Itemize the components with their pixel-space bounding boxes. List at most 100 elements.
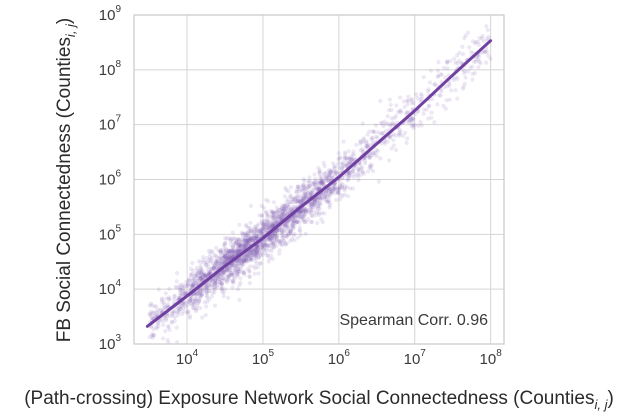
scatter-point	[237, 239, 242, 244]
scatter-point	[226, 265, 231, 270]
y-axis-label-main: FB Social Connectedness (Counties	[54, 37, 75, 342]
scatter-point	[177, 295, 182, 300]
scatter-point	[213, 278, 218, 283]
scatter-point	[318, 180, 323, 185]
x-tick-exponent: 5	[269, 348, 275, 359]
scatter-point	[279, 213, 284, 218]
scatter-point	[297, 220, 302, 225]
scatter-point	[321, 179, 326, 184]
scatter-point	[451, 77, 457, 82]
scatter-point	[235, 260, 240, 265]
scatter-point	[241, 242, 246, 247]
scatter-point	[324, 199, 329, 204]
scatter-point	[245, 240, 250, 245]
scatter-point	[474, 56, 479, 62]
scatter-point	[198, 272, 203, 277]
scatter-point	[211, 265, 217, 270]
scatter-point	[212, 266, 217, 271]
scatter-point	[426, 87, 431, 92]
scatter-point	[260, 213, 265, 218]
scatter-point	[230, 245, 236, 250]
scatter-point	[277, 251, 282, 256]
scatter-point	[476, 55, 481, 60]
scatter-point	[316, 200, 321, 205]
scatter-point	[284, 224, 289, 229]
scatter-point	[206, 269, 211, 274]
scatter-point	[300, 215, 305, 220]
scatter-point	[219, 287, 224, 292]
scatter-point	[214, 245, 219, 250]
scatter-point	[200, 285, 205, 290]
scatter-point	[147, 303, 152, 308]
scatter-point	[298, 232, 303, 238]
scatter-point	[174, 279, 179, 284]
scatter-point	[202, 260, 207, 265]
scatter-point	[354, 142, 359, 147]
scatter-point	[187, 299, 192, 304]
scatter-point	[352, 172, 357, 177]
scatter-point	[335, 190, 340, 195]
scatter-point	[444, 98, 449, 103]
scatter-point	[324, 175, 329, 180]
scatter-point	[347, 156, 352, 161]
scatter-point	[368, 166, 373, 171]
scatter-point	[226, 295, 231, 300]
scatter-point	[217, 256, 222, 261]
scatter-point	[335, 191, 340, 196]
scatter-point	[437, 93, 442, 98]
scatter-point	[303, 184, 309, 189]
scatter-point	[192, 277, 197, 282]
scatter-point	[300, 207, 305, 212]
scatter-point	[349, 157, 354, 162]
scatter-point	[429, 115, 434, 120]
scatter-point	[329, 189, 334, 194]
scatter-point	[308, 193, 313, 198]
scatter-point	[213, 286, 218, 292]
scatter-point	[237, 244, 242, 249]
scatter-point	[405, 110, 410, 115]
scatter-point	[244, 243, 249, 248]
scatter-point	[181, 306, 186, 311]
scatter-point	[259, 245, 265, 250]
x-tick-exponent: 8	[496, 348, 502, 359]
scatter-point	[213, 261, 218, 266]
scatter-point	[268, 225, 273, 230]
scatter-point	[300, 198, 305, 203]
scatter-point	[298, 210, 303, 215]
scatter-point	[347, 159, 352, 165]
scatter-point	[155, 326, 160, 331]
scatter-point	[265, 218, 270, 223]
scatter-point	[290, 218, 296, 223]
scatter-point	[243, 236, 249, 241]
scatter-point	[199, 293, 204, 298]
scatter-point	[226, 274, 231, 279]
scatter-point	[261, 246, 266, 251]
scatter-point	[358, 139, 363, 145]
scatter-point	[240, 258, 245, 263]
scatter-point	[199, 270, 205, 275]
scatter-point	[345, 171, 350, 176]
scatter-point	[302, 219, 307, 224]
scatter-point	[229, 250, 234, 255]
scatter-point	[207, 270, 212, 275]
scatter-point	[307, 179, 312, 184]
scatter-point	[350, 158, 355, 163]
scatter-point	[308, 205, 313, 210]
scatter-point	[301, 199, 306, 204]
scatter-point	[219, 285, 224, 290]
scatter-point	[205, 261, 210, 266]
scatter-point	[159, 296, 165, 301]
scatter-point	[325, 174, 330, 179]
scatter-point	[274, 237, 279, 242]
scatter-point	[260, 221, 265, 226]
x-tick-label: 106	[328, 348, 351, 368]
scatter-point	[368, 162, 373, 167]
scatter-point	[484, 60, 489, 65]
scatter-point	[365, 132, 370, 137]
scatter-point	[234, 240, 239, 245]
scatter-point	[247, 274, 252, 279]
scatter-point	[197, 291, 202, 296]
scatter-point	[212, 265, 217, 271]
scatter-point	[295, 184, 301, 189]
scatter-point	[273, 231, 278, 236]
